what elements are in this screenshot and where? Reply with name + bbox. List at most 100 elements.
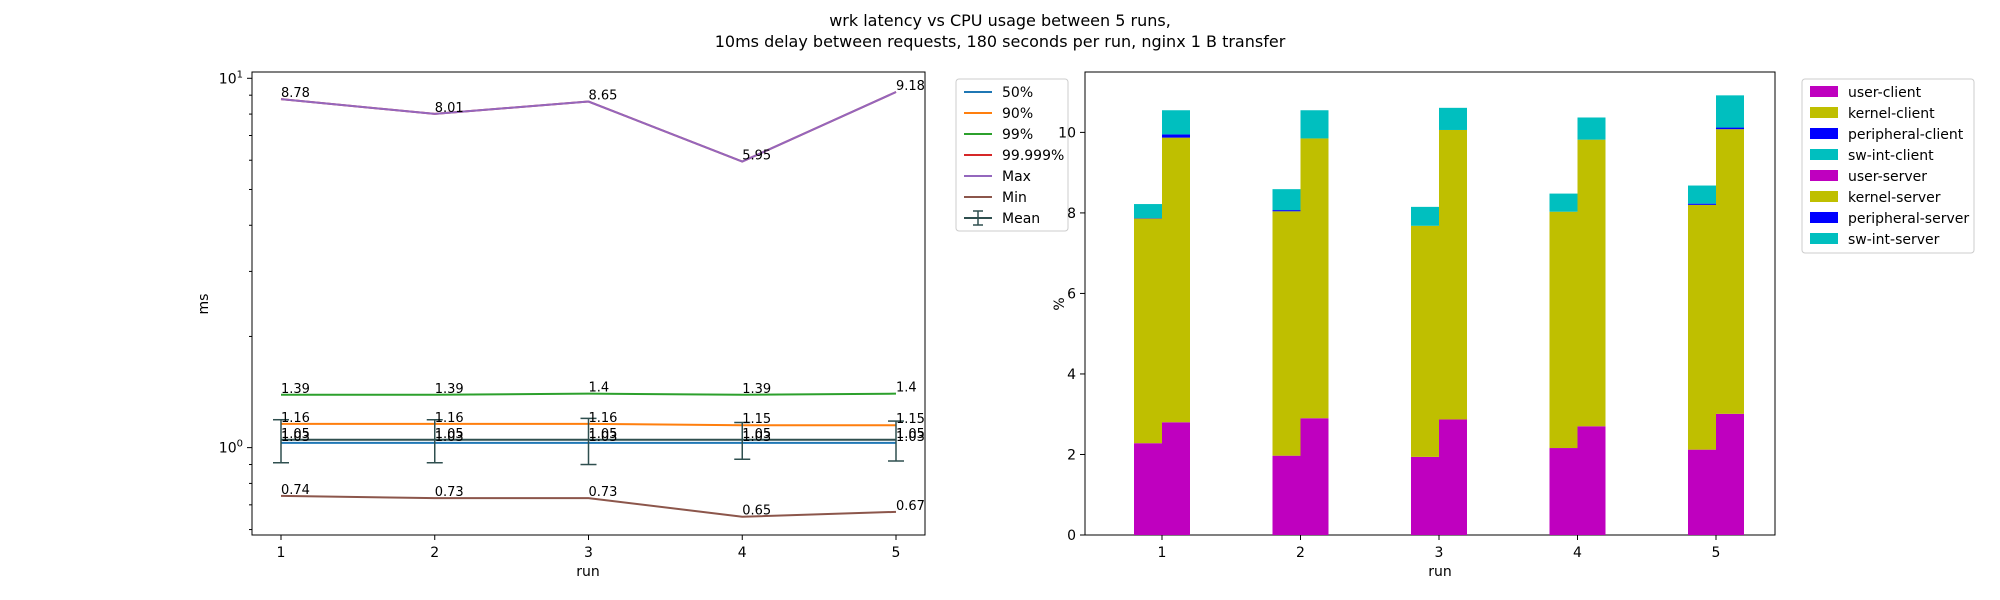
cpu-y-tick-label: 0 [1067,528,1076,544]
latency-x-tick-label: 1 [277,545,286,561]
latency-series-line [281,392,897,396]
cpu-legend-swatch [1810,170,1838,181]
cpu-legend-label: peripheral-client [1848,127,1964,143]
cpu-bar-segment [1439,129,1467,420]
latency-data-label: 1.16 [435,411,464,426]
latency-legend: 50% 90% 99% 99.999% Max Min Mean [955,78,1069,232]
cpu-bar-segment [1411,456,1439,535]
cpu-bar-segment [1549,448,1578,535]
cpu-legend-label: peripheral-server [1848,211,1969,227]
cpu-bar-segment [1411,206,1439,226]
latency-data-labels: 1.03 1.03 1.03 1.03 1.03 1.16 1.16 1.16 1.15 1.15… [281,79,925,519]
latency-data-label: 8.01 [435,101,464,116]
latency-mean-label: 1.05 [435,427,464,442]
cpu-bar-segment [1577,426,1606,535]
latency-legend-label: Min [1002,190,1027,206]
latency-legend-label: Max [1002,169,1031,185]
cpu-x-tick-label: 5 [1712,545,1721,561]
cpu-x-axis-label: run [1428,564,1452,580]
cpu-bar-segment [1272,189,1301,211]
cpu-bar-segment [1577,117,1606,140]
latency-data-label: 0.73 [589,485,618,500]
latency-mean-label: 1.05 [589,427,618,442]
cpu-bar-segment [1716,413,1744,535]
cpu-x-tick-label: 1 [1158,545,1167,561]
latency-series [273,91,904,518]
latency-data-label: 1.03 [281,430,310,445]
cpu-bar-segment [1300,138,1329,419]
cpu-legend-swatch [1810,233,1838,244]
cpu-bar-segment [1272,211,1301,456]
latency-data-label: 0.65 [742,504,771,519]
latency-data-label: 8.78 [281,86,310,101]
latency-series-line [280,494,897,518]
cpu-bar-segment [1162,110,1190,135]
latency-plot-area [251,71,926,536]
cpu-legend: user-client kernel-client peripheral-clien… [1801,78,1975,254]
latency-x-axis-label: run [576,564,600,580]
latency-data-label: 0.73 [435,485,464,500]
latency-data-label: 1.03 [742,430,771,445]
latency-x-tick-label: 2 [430,545,439,561]
cpu-bar-segment [1439,107,1467,130]
latency-mean-label: 1.05 [281,427,310,442]
cpu-legend-swatch [1810,107,1838,118]
latency-legend-label: 99.999% [1002,148,1064,164]
cpu-x-tick-label: 2 [1296,545,1305,561]
latency-data-label: 1.03 [589,430,618,445]
latency-data-label: 1.15 [742,412,771,427]
latency-axis-ticks: 1 2 3 4 5 100 101 [219,69,901,561]
latency-series-line [280,91,897,163]
latency-data-label: 1.16 [589,411,618,426]
cpu-bar-segment [1134,443,1162,535]
cpu-bar-segment [1439,419,1467,535]
cpu-y-tick-label: 6 [1067,286,1076,302]
cpu-bar-segment [1300,418,1329,535]
cpu-x-tick-label: 4 [1573,545,1582,561]
cpu-x-tick-label: 3 [1435,545,1444,561]
cpu-bar-segment [1549,193,1578,212]
cpu-bar-segment [1716,127,1744,130]
latency-data-label: 0.67 [896,499,925,514]
cpu-bar-segment [1300,110,1329,139]
latency-data-label: 1.4 [896,381,917,396]
figure-title-line2: 10ms delay between requests, 180 seconds… [715,32,1286,51]
latency-x-tick-label: 5 [892,545,901,561]
latency-y-axis-label: ms [196,294,212,315]
latency-legend-label: 99% [1002,127,1033,143]
cpu-legend-label: kernel-client [1848,106,1935,122]
cpu-legend-swatch [1810,128,1838,139]
latency-data-label: 1.39 [435,382,464,397]
cpu-legend-swatch [1810,86,1838,97]
cpu-bar-segment [1411,225,1439,457]
latency-legend-frame [955,78,1069,232]
cpu-bar-segment [1134,204,1162,219]
cpu-bar-segment [1688,203,1716,205]
latency-data-label: 9.18 [896,79,925,94]
latency-y-tick-label: 101 [219,69,243,87]
cpu-bar-segment [1272,455,1301,535]
cpu-legend-label: user-client [1848,85,1922,101]
latency-data-label: 1.39 [281,382,310,397]
cpu-y-axis-label: % [1052,297,1068,310]
latency-data-label: 1.03 [896,430,925,445]
cpu-y-tick-label: 2 [1067,447,1076,463]
cpu-bar-segment [1272,210,1301,212]
latency-data-label: 1.16 [281,411,310,426]
latency-mean-label: 1.05 [742,427,771,442]
cpu-legend-label: sw-int-server [1848,232,1940,248]
cpu-bar-segment [1688,185,1716,204]
latency-mean-label: 1.05 [896,427,925,442]
cpu-bar-segment [1162,422,1190,535]
cpu-bar-segment [1688,204,1716,450]
cpu-legend-label: user-server [1848,169,1927,185]
cpu-legend-label: sw-int-client [1848,148,1934,164]
latency-data-label: 5.95 [742,149,771,164]
cpu-y-tick-label: 10 [1058,125,1076,141]
cpu-bar-segment [1162,134,1190,138]
latency-data-label: 1.03 [435,430,464,445]
figure-title-line1: wrk latency vs CPU usage between 5 runs, [829,11,1171,30]
